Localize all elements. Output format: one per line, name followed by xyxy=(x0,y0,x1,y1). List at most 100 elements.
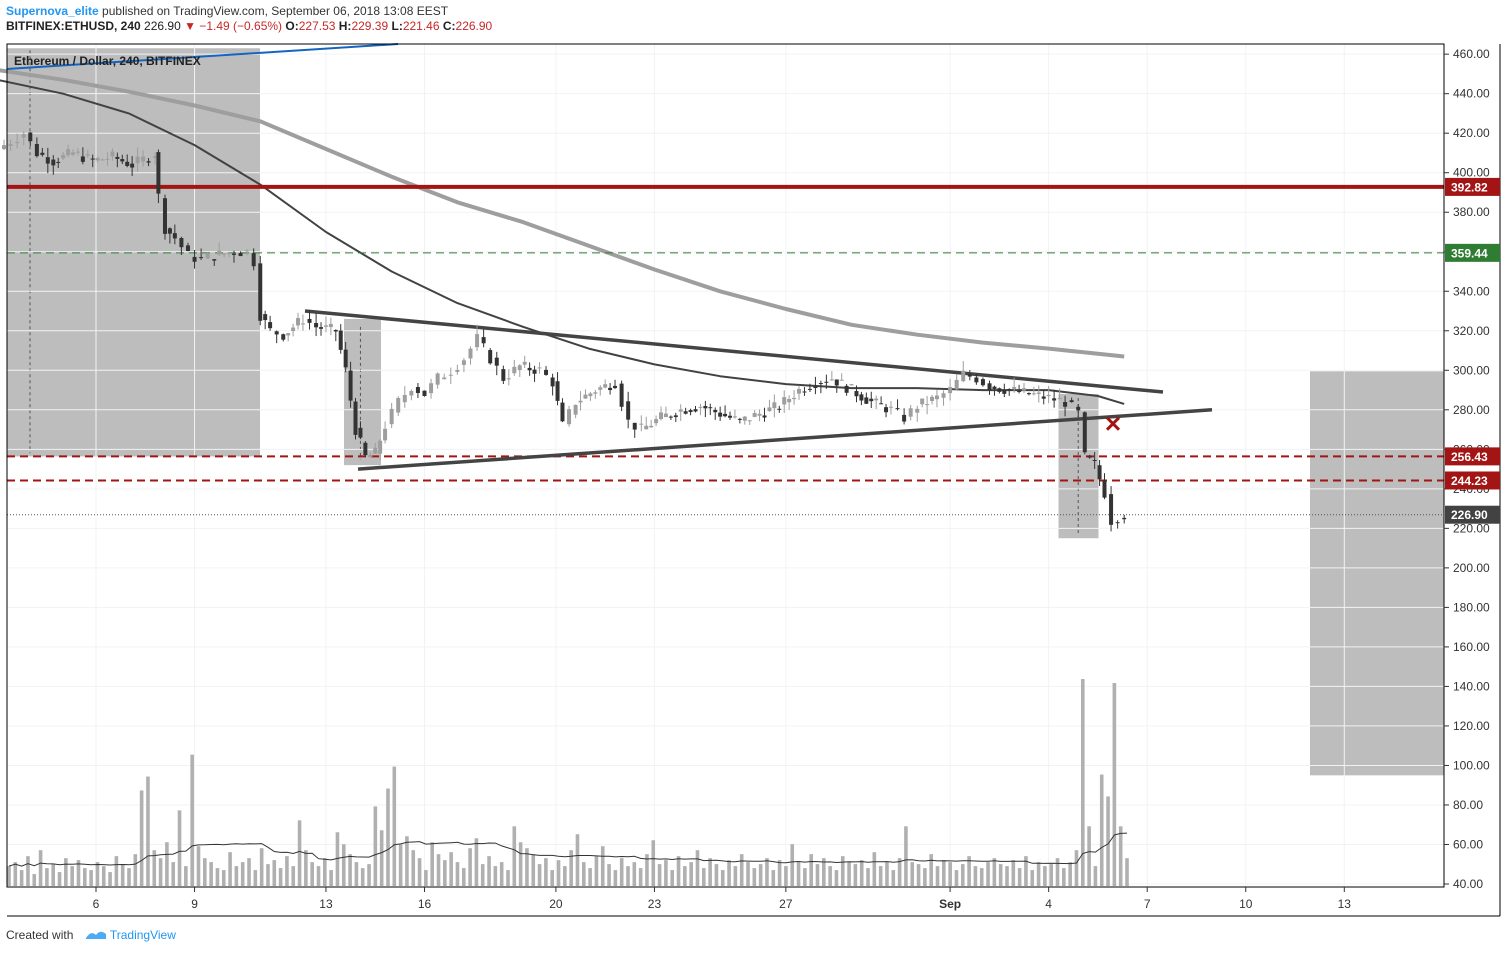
volume-bar xyxy=(348,854,352,886)
candle-body xyxy=(961,370,966,382)
invalidation-x-icon xyxy=(1105,416,1121,431)
volume-bar xyxy=(146,776,150,886)
volume-bar xyxy=(1087,826,1091,886)
volume-bar xyxy=(108,872,112,886)
candle-body xyxy=(884,407,889,413)
x-tick-label: 7 xyxy=(1144,897,1151,911)
candle-body xyxy=(488,350,493,364)
candle-body xyxy=(141,156,146,162)
price-label-text: 226.90 xyxy=(1451,508,1488,522)
candle-body xyxy=(639,423,644,425)
time-axis[interactable]: 6 9 13 16 20 23 27 Sep 4 7 10 13 xyxy=(93,887,1352,911)
volume-bar xyxy=(461,868,466,886)
x-tick-label: 13 xyxy=(319,897,333,911)
volume-bar xyxy=(272,860,277,886)
price-label-box xyxy=(1445,471,1500,490)
volume-bar xyxy=(190,754,194,886)
candle-body xyxy=(75,151,80,153)
volume-bar xyxy=(803,868,807,886)
volume-bar xyxy=(651,840,656,886)
candle-body xyxy=(796,388,801,394)
candle-body xyxy=(1115,522,1120,524)
volume-bar xyxy=(443,860,447,886)
open-label: O: xyxy=(285,19,299,33)
candle-body xyxy=(537,367,542,369)
candle-body xyxy=(1022,388,1027,391)
candle-body xyxy=(782,397,787,405)
candle-body xyxy=(61,154,66,159)
price-label-text: 244.23 xyxy=(1451,474,1488,488)
candle-body xyxy=(728,415,733,418)
volume-bar xyxy=(563,866,567,886)
volume-bar xyxy=(398,844,403,886)
x-tick-label: 20 xyxy=(549,897,563,911)
candle-body xyxy=(300,323,305,325)
volume-bar xyxy=(834,870,839,886)
volume-bar xyxy=(708,858,712,886)
volume-bar xyxy=(430,842,434,886)
ma-100-line xyxy=(0,79,1125,405)
candle-body xyxy=(153,156,158,158)
candle-body xyxy=(987,383,992,391)
candle-body xyxy=(925,404,930,406)
volume-bar xyxy=(1024,856,1028,886)
candle-body xyxy=(512,366,517,374)
volume-bar xyxy=(487,856,491,886)
volume-bar xyxy=(95,862,100,886)
volume-bar xyxy=(935,866,940,886)
candle-body xyxy=(626,401,631,420)
volume-bar xyxy=(670,870,675,886)
grid xyxy=(7,44,1444,887)
candle-body xyxy=(21,134,26,138)
candle-body xyxy=(179,238,184,248)
candle-body xyxy=(1052,398,1057,401)
y-tick-label: 440.00 xyxy=(1453,87,1490,101)
candle-body xyxy=(56,161,61,163)
candle-body xyxy=(813,386,818,389)
volume-bar xyxy=(1062,868,1066,886)
candle-body xyxy=(429,383,434,394)
candle-body xyxy=(593,392,598,394)
tradingview-logo-icon[interactable] xyxy=(85,928,107,943)
tradingview-link[interactable]: TradingView xyxy=(109,928,176,942)
volume-bar xyxy=(973,866,978,886)
volume-bar xyxy=(335,832,340,886)
x-tick-label: 4 xyxy=(1045,897,1052,911)
candle-body xyxy=(258,263,263,321)
volume-bar xyxy=(544,858,548,886)
candle-body xyxy=(777,408,782,410)
volume-bar xyxy=(278,868,283,886)
price-label-box xyxy=(1445,243,1500,262)
volume-bar xyxy=(228,852,232,886)
x-tick-label: 27 xyxy=(779,897,793,911)
candle-body xyxy=(732,416,737,418)
candle-body xyxy=(668,416,673,418)
chart-title: Ethereum / Dollar, 240, BITFINEX xyxy=(14,54,201,68)
y-tick-label: 180.00 xyxy=(1453,600,1490,614)
candle-body xyxy=(156,152,161,194)
candle-body xyxy=(1063,402,1068,407)
volume-bar xyxy=(323,858,327,886)
y-tick-label: 320.00 xyxy=(1453,324,1490,338)
volume-bar xyxy=(7,866,11,886)
volume-bar xyxy=(847,862,851,886)
candle-body xyxy=(708,407,713,409)
volume-bar xyxy=(979,868,984,886)
candle-body xyxy=(1002,389,1007,394)
author-username[interactable]: Supernova_elite xyxy=(6,4,99,18)
price-axis[interactable]: 460.00440.00420.00400.00380.00360.00340.… xyxy=(1444,47,1500,891)
candle-body xyxy=(1087,456,1092,458)
volume-bar xyxy=(878,866,883,886)
candle-body xyxy=(583,394,588,399)
y-tick-label: 460.00 xyxy=(1453,47,1490,61)
x-tick-label: Sep xyxy=(939,897,961,911)
volume-bar xyxy=(1005,866,1009,886)
candle-body xyxy=(383,428,388,441)
candle-body xyxy=(2,145,7,150)
plot-border xyxy=(6,43,1445,888)
price-label-text: 256.43 xyxy=(1451,450,1488,464)
candle-body xyxy=(934,395,939,400)
volume-bar xyxy=(992,858,997,886)
volume-bar xyxy=(70,866,74,886)
